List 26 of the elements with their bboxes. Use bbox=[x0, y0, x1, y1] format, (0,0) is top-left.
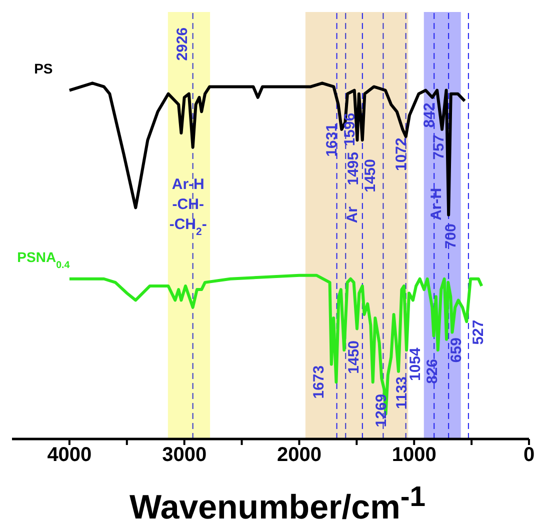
annotation: 1596 bbox=[341, 112, 358, 146]
annotation: 527 bbox=[469, 320, 486, 345]
annotation: 1450 bbox=[345, 340, 362, 374]
annotation: Ar bbox=[344, 206, 361, 224]
annotation: 659 bbox=[448, 338, 465, 363]
x-tick-label: 0 bbox=[523, 444, 535, 466]
annotation: 1450 bbox=[361, 158, 378, 192]
text: 2926 bbox=[174, 27, 191, 61]
x-tick-label: 2000 bbox=[276, 444, 322, 466]
annotation: 700 bbox=[442, 224, 460, 249]
x-tick-label: 3000 bbox=[162, 444, 207, 466]
series-label: PS bbox=[34, 60, 53, 76]
annotation: 1631 bbox=[322, 123, 340, 157]
annotation: 1072 bbox=[392, 138, 410, 172]
annotation: 1269 bbox=[372, 394, 390, 428]
annotation: 1495 bbox=[344, 152, 362, 186]
annotation: Ar-H bbox=[427, 188, 444, 220]
annotation: 842 bbox=[420, 102, 438, 128]
annotation: 826 bbox=[424, 358, 441, 384]
annotation: Ar-H -CH- -CH$_{2}$- bbox=[169, 176, 207, 238]
x-tick-label: 1000 bbox=[392, 444, 436, 466]
x-axis-title: Wavenumber/cm$^{-1}$ bbox=[128, 480, 427, 528]
annotation: 757 bbox=[430, 134, 447, 160]
series-label: PSNA$_{0.4}$ bbox=[17, 248, 70, 270]
x-tick-label: 4000 bbox=[47, 444, 92, 466]
annotation: 1673 bbox=[310, 365, 328, 399]
